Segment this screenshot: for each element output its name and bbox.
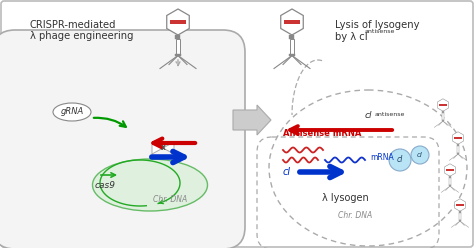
Bar (284, 20, 300, 24)
FancyBboxPatch shape (0, 30, 245, 248)
Bar (446, 169, 454, 171)
Bar (454, 137, 462, 139)
Bar (449, 176, 451, 178)
Text: cas9: cas9 (94, 181, 116, 189)
Bar (459, 211, 461, 213)
Bar (459, 213, 461, 220)
Bar (176, 38, 180, 54)
Bar (442, 113, 444, 120)
Text: x: x (161, 144, 165, 153)
Text: Chr. DNA: Chr. DNA (153, 195, 187, 205)
Bar (442, 111, 444, 113)
Bar (449, 178, 451, 185)
Bar (289, 54, 295, 56)
Circle shape (389, 149, 411, 171)
Text: Antisense mRNA: Antisense mRNA (283, 129, 361, 138)
Bar (170, 20, 186, 24)
Text: λ phage engineering: λ phage engineering (30, 31, 134, 41)
Bar (458, 220, 462, 221)
Polygon shape (281, 9, 303, 35)
Polygon shape (453, 132, 464, 144)
FancyArrow shape (233, 105, 271, 135)
Text: gRNA: gRNA (60, 107, 83, 117)
Bar (290, 34, 294, 38)
Polygon shape (163, 142, 174, 154)
Text: mRNA: mRNA (370, 154, 394, 162)
Bar (448, 185, 451, 186)
Bar (175, 54, 181, 56)
Text: cI: cI (417, 152, 423, 158)
Text: CRISPR-mediated: CRISPR-mediated (30, 20, 117, 30)
Polygon shape (438, 99, 448, 111)
Polygon shape (445, 164, 456, 176)
Polygon shape (152, 142, 163, 154)
Bar (457, 146, 459, 153)
Bar (175, 34, 181, 38)
Text: cI: cI (397, 155, 403, 164)
Polygon shape (167, 9, 189, 35)
Text: Lysis of lysogeny: Lysis of lysogeny (335, 20, 419, 30)
Bar (456, 204, 464, 206)
Bar (442, 120, 445, 121)
Bar (439, 104, 447, 106)
Text: by λ cl: by λ cl (335, 32, 368, 42)
Text: Chr. DNA: Chr. DNA (338, 211, 372, 219)
Ellipse shape (92, 159, 208, 211)
Text: cl: cl (365, 111, 373, 120)
Bar (457, 144, 459, 146)
Polygon shape (455, 199, 465, 211)
Circle shape (411, 146, 429, 164)
Bar (456, 153, 459, 154)
Text: antisense: antisense (365, 29, 395, 34)
Text: λ lysogen: λ lysogen (322, 193, 368, 203)
Text: cI: cI (283, 167, 291, 177)
Ellipse shape (53, 103, 91, 121)
Bar (290, 38, 294, 54)
Text: antisense: antisense (375, 112, 405, 117)
